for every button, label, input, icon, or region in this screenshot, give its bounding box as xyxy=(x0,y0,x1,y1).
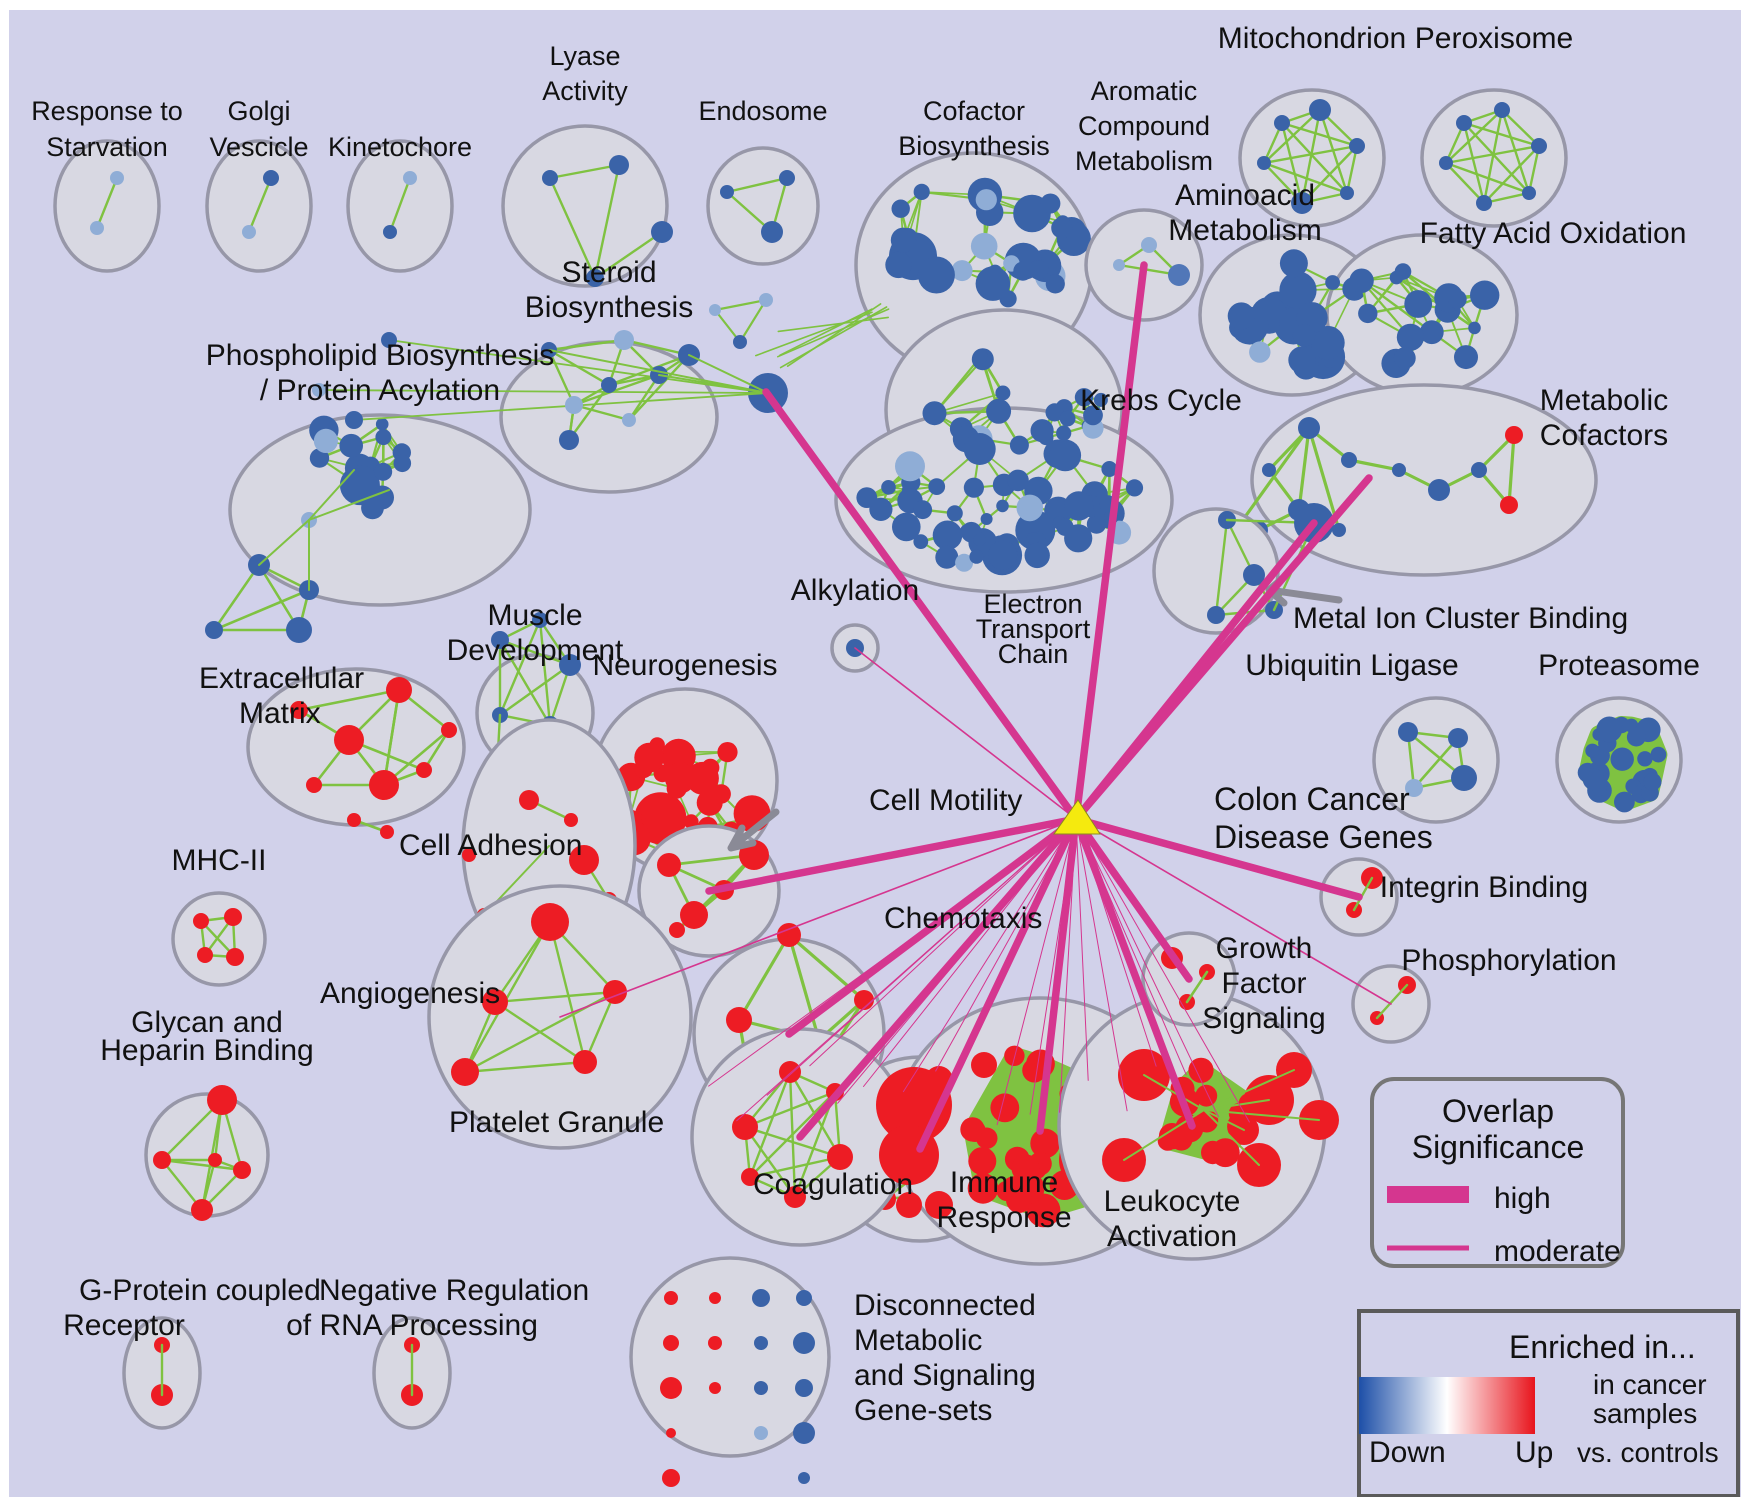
svg-text:Lyase: Lyase xyxy=(549,41,620,71)
svg-text:Activity: Activity xyxy=(542,76,628,106)
svg-text:Biosynthesis: Biosynthesis xyxy=(525,291,693,324)
svg-text:Vescicle: Vescicle xyxy=(209,132,308,162)
svg-text:Aromatic: Aromatic xyxy=(1091,76,1198,106)
svg-text:MHC-II: MHC-II xyxy=(172,844,267,877)
svg-text:Mitochondrion: Mitochondrion xyxy=(1218,22,1406,55)
svg-text:Disease Genes: Disease Genes xyxy=(1214,819,1433,855)
svg-text:G-Protein coupled: G-Protein coupled xyxy=(79,1274,321,1307)
svg-text:Overlap: Overlap xyxy=(1442,1093,1554,1129)
svg-text:Metabolic: Metabolic xyxy=(1540,384,1668,417)
svg-text:Starvation: Starvation xyxy=(46,132,168,162)
svg-text:Metabolic: Metabolic xyxy=(854,1324,982,1357)
svg-text:Cofactor: Cofactor xyxy=(923,96,1025,126)
svg-text:Cell Adhesion: Cell Adhesion xyxy=(399,829,582,862)
svg-text:Fatty Acid Oxidation: Fatty Acid Oxidation xyxy=(1420,217,1687,250)
svg-text:Golgi: Golgi xyxy=(227,96,290,126)
svg-text:Response: Response xyxy=(936,1201,1071,1234)
svg-text:Phospholipid Biosynthesis: Phospholipid Biosynthesis xyxy=(206,339,555,372)
svg-text:samples: samples xyxy=(1593,1398,1697,1429)
svg-text:Heparin Binding: Heparin Binding xyxy=(100,1034,313,1067)
svg-text:Angiogenesis: Angiogenesis xyxy=(320,977,500,1010)
svg-text:Compound: Compound xyxy=(1078,111,1210,141)
svg-text:Growth: Growth xyxy=(1216,932,1313,965)
svg-text:Peroxisome: Peroxisome xyxy=(1415,22,1573,55)
svg-text:Metabolism: Metabolism xyxy=(1168,214,1321,247)
svg-text:Proteasome: Proteasome xyxy=(1538,649,1700,682)
svg-text:Integrin Binding: Integrin Binding xyxy=(1380,871,1588,904)
svg-text:high: high xyxy=(1494,1182,1551,1215)
svg-text:Aminoacid: Aminoacid xyxy=(1175,179,1315,212)
svg-text:Activation: Activation xyxy=(1107,1220,1237,1253)
svg-text:Metal Ion Cluster Binding: Metal Ion Cluster Binding xyxy=(1293,602,1628,635)
svg-text:Negative Regulation: Negative Regulation xyxy=(319,1274,589,1307)
svg-text:/ Protein Acylation: / Protein Acylation xyxy=(260,374,500,407)
svg-text:Phosphorylation: Phosphorylation xyxy=(1401,944,1616,977)
svg-text:Colon Cancer: Colon Cancer xyxy=(1214,781,1410,817)
svg-text:Down: Down xyxy=(1369,1436,1446,1469)
svg-text:Platelet Granule: Platelet Granule xyxy=(449,1106,664,1139)
svg-text:in cancer: in cancer xyxy=(1593,1369,1707,1400)
svg-text:Krebs Cycle: Krebs Cycle xyxy=(1080,384,1242,417)
svg-text:Up: Up xyxy=(1515,1436,1553,1469)
svg-text:of RNA Processing: of RNA Processing xyxy=(286,1309,538,1342)
svg-text:Kinetochore: Kinetochore xyxy=(328,132,472,162)
svg-text:and Signaling: and Signaling xyxy=(854,1359,1036,1392)
svg-text:Gene-sets: Gene-sets xyxy=(854,1394,992,1427)
svg-text:Factor: Factor xyxy=(1221,967,1306,1000)
svg-text:vs. controls: vs. controls xyxy=(1577,1437,1719,1468)
svg-text:Enriched in...: Enriched in... xyxy=(1509,1329,1696,1365)
svg-text:Cell Motility: Cell Motility xyxy=(869,784,1022,817)
svg-text:Extracellular: Extracellular xyxy=(199,662,364,695)
svg-text:Significance: Significance xyxy=(1412,1129,1585,1165)
svg-text:Metabolism: Metabolism xyxy=(1075,146,1213,176)
svg-text:Leukocyte: Leukocyte xyxy=(1104,1185,1241,1218)
svg-text:Ubiquitin Ligase: Ubiquitin Ligase xyxy=(1245,649,1458,682)
svg-text:moderate: moderate xyxy=(1494,1235,1621,1268)
svg-text:Response to: Response to xyxy=(31,96,183,126)
svg-text:Endosome: Endosome xyxy=(698,96,827,126)
svg-text:Neurogenesis: Neurogenesis xyxy=(592,649,777,682)
svg-text:Chemotaxis: Chemotaxis xyxy=(884,902,1042,935)
svg-text:Chain: Chain xyxy=(998,639,1069,669)
svg-text:Immune: Immune xyxy=(950,1166,1058,1199)
svg-text:Signaling: Signaling xyxy=(1202,1002,1325,1035)
svg-text:Disconnected: Disconnected xyxy=(854,1289,1036,1322)
svg-text:Matrix: Matrix xyxy=(239,697,321,730)
svg-text:Biosynthesis: Biosynthesis xyxy=(898,131,1050,161)
svg-text:Alkylation: Alkylation xyxy=(791,574,919,607)
svg-text:Muscle: Muscle xyxy=(487,599,582,632)
svg-text:Receptor: Receptor xyxy=(63,1309,185,1342)
svg-text:Cofactors: Cofactors xyxy=(1540,419,1668,452)
svg-text:Steroid: Steroid xyxy=(561,256,656,289)
svg-text:Coagulation: Coagulation xyxy=(753,1168,913,1201)
